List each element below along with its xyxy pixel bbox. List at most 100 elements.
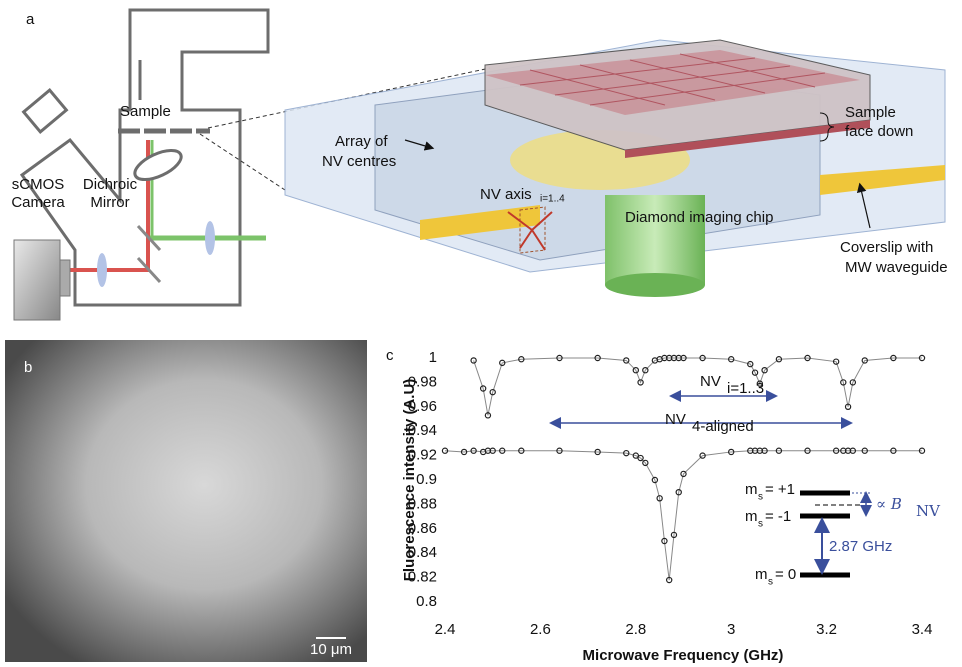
annotation: NV [665, 411, 686, 428]
label: Dichroic [83, 176, 138, 193]
panel-label: c [386, 347, 394, 364]
annotation: NV [916, 502, 941, 520]
annotation: i=1..3 [727, 380, 764, 397]
y-axis-title: Fluorescence intensity (A.U) [401, 379, 418, 582]
annotations [549, 390, 872, 578]
data-point [747, 360, 754, 368]
y-tick-label: 0.84 [408, 544, 437, 561]
data-point [594, 448, 601, 456]
chart: 0.8 0.82 0.84 0.86 0.88 0.9 0.92 0.94 0.96 0.98 1 2… [408, 349, 933, 638]
data-point [556, 354, 563, 362]
data-point [441, 447, 449, 454]
x-tick-label: 3 [727, 621, 735, 638]
annotation: 2.87 GHz [829, 538, 892, 555]
data-point [844, 403, 852, 410]
data-point [499, 359, 506, 367]
label: Diamond imaging chip [625, 209, 773, 226]
data-point [918, 354, 926, 362]
data-point [489, 447, 496, 454]
data-point [832, 447, 840, 454]
annotation: = 0 [775, 566, 796, 583]
annotation: s [758, 492, 763, 503]
data-point [632, 367, 640, 374]
x-tick-label: 2.8 [625, 621, 646, 638]
data-point [479, 385, 487, 392]
data-point [832, 358, 840, 365]
x-tick-label: 2.4 [435, 621, 456, 638]
x-tick-label: 2.6 [530, 621, 551, 638]
annotation: m [745, 481, 758, 498]
data-point [665, 576, 673, 584]
data-point [804, 447, 811, 454]
data-point [518, 356, 525, 363]
data-point [918, 447, 926, 454]
label: Mirror [90, 194, 129, 211]
data-point [470, 357, 477, 364]
series-line [444, 450, 922, 581]
annotation: NV [700, 373, 721, 390]
data-point [849, 447, 857, 454]
panel-label: b [24, 359, 32, 376]
y-tick-label: 0.94 [408, 422, 437, 439]
y-tick-label: 0.92 [408, 447, 437, 464]
data-point [849, 379, 857, 386]
label: face down [845, 123, 913, 140]
label: NV centres [322, 153, 396, 170]
label: Sample [120, 103, 171, 120]
data-point [661, 537, 668, 545]
y-tick-label: 0.9 [416, 471, 437, 488]
annotation: = -1 [765, 508, 791, 525]
chip-diagram [199, 39, 946, 297]
annotation: s [758, 519, 763, 530]
data-point [484, 412, 492, 419]
data-point [890, 354, 897, 362]
data-point [632, 452, 640, 459]
data-point [775, 447, 783, 454]
label: Sample [845, 104, 896, 121]
annotation: s [768, 577, 773, 588]
annotation: m [745, 508, 758, 525]
y-tick-label: 0.82 [408, 569, 437, 586]
series-line [473, 357, 922, 416]
data-point [775, 356, 783, 363]
x-axis-title: Microwave Frequency (GHz) [583, 647, 784, 664]
data-point [680, 354, 687, 362]
y-tick-label: 0.96 [408, 398, 437, 415]
micrograph [5, 340, 367, 662]
data-point [594, 354, 601, 362]
data-point [675, 489, 682, 496]
y-tick-label: 1 [429, 349, 437, 366]
data-point [656, 495, 663, 502]
data-point [470, 447, 477, 454]
annotation: ∝ B [876, 495, 902, 513]
data-point [861, 447, 868, 454]
data-point [651, 476, 659, 484]
data-point [761, 367, 768, 374]
data-point [623, 357, 630, 364]
data-point [623, 449, 630, 457]
label: Coverslip with [840, 239, 933, 256]
microscope [13, 8, 270, 321]
label: Camera [11, 194, 65, 211]
x-tick-label: 3.4 [912, 621, 933, 638]
data-point [756, 380, 764, 387]
data-point [890, 447, 897, 454]
y-tick-label: 0.88 [408, 495, 437, 512]
label: NV axis [480, 186, 532, 203]
annotation: 4-aligned [692, 418, 754, 435]
x-tick-label: 3.2 [816, 621, 837, 638]
data-point [637, 379, 644, 386]
label: i=1..4 [540, 194, 565, 205]
data-point [699, 354, 706, 362]
panel-label: a [26, 11, 35, 28]
data-point [751, 369, 759, 376]
y-tick-label: 0.8 [416, 593, 437, 610]
data-point [556, 447, 563, 454]
y-tick-label: 0.86 [408, 520, 437, 537]
data-point [642, 367, 649, 374]
data-point [518, 447, 525, 454]
data-point [804, 354, 811, 362]
data-point [728, 448, 735, 456]
data-point [761, 447, 768, 454]
